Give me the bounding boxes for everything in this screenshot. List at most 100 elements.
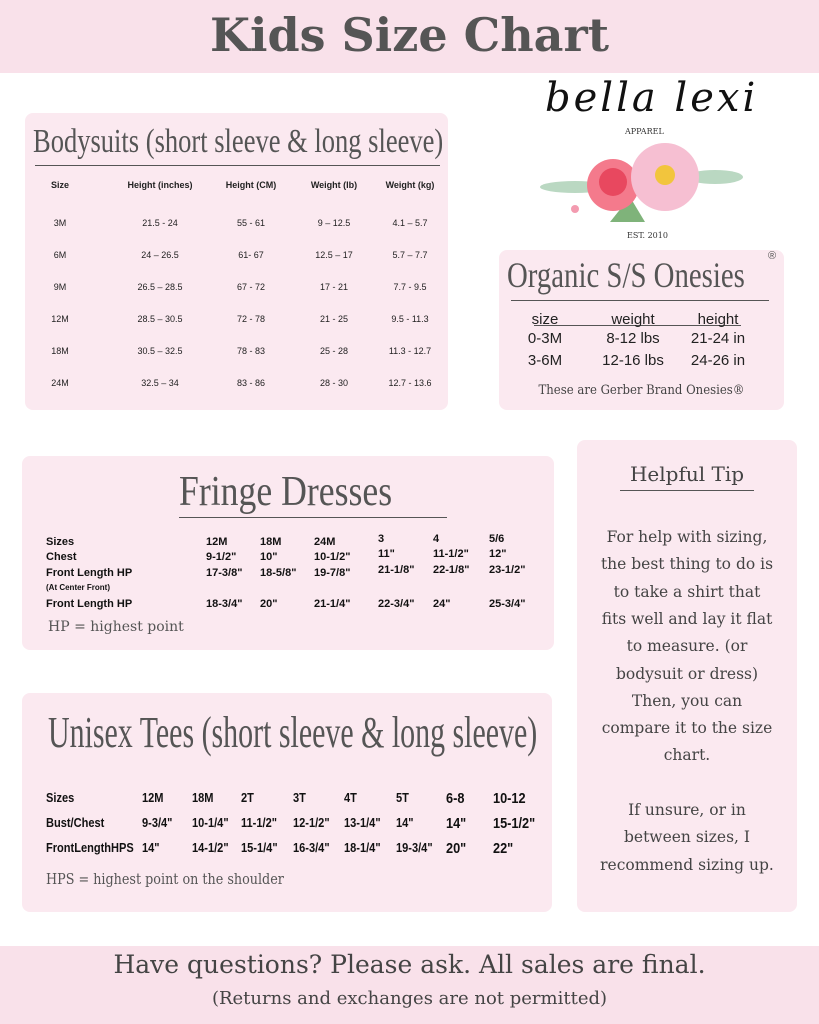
table-cell: 3-6M (527, 352, 563, 369)
table-cell: 11-1/2" (241, 815, 277, 830)
table-cell: 7.7 - 9.5 (393, 282, 427, 292)
table-cell: 9M (53, 282, 67, 292)
table-cell: 14" (446, 815, 467, 832)
column-header: Weight (kg) (385, 180, 435, 190)
table-cell: 21.5 - 24 (142, 218, 178, 228)
table-cell: 24-26 in (690, 352, 746, 369)
divider (35, 165, 440, 166)
organic-title: Organic S/S Onesies (507, 255, 745, 295)
tip-line: the best thing to do is (600, 555, 774, 574)
fringe-panel: Fringe Dresses Sizes 12M 18M 24M 3 4 5/6 Chest 9… (22, 456, 554, 650)
table-cell: 17 - 21 (319, 282, 349, 292)
table-cell: 14" (396, 815, 414, 830)
table-cell: 12.5 – 17 (315, 250, 353, 260)
table-cell: 25-3/4" (489, 598, 526, 610)
row-label: Sizes (46, 536, 75, 548)
table-cell: 78 - 83 (236, 346, 266, 356)
header-band: Kids Size Chart (0, 0, 819, 73)
tip-title: Helpful Tip (629, 462, 745, 486)
row-label: FrontLengthHPS (46, 840, 134, 855)
table-cell: 20" (260, 598, 278, 610)
table-cell: 9.5 - 11.3 (391, 314, 429, 324)
tip-line: bodysuit or dress) (615, 664, 759, 683)
table-cell: 21 - 25 (319, 314, 349, 324)
table-cell: 23-1/2" (489, 564, 526, 576)
table-cell: 12" (489, 548, 507, 560)
column-header: Height (CM) (225, 180, 277, 190)
table-cell: 9-3/4" (142, 815, 173, 830)
table-cell: 18-3/4" (206, 598, 243, 610)
footer-line1: Have questions? Please ask. All sales ar… (113, 950, 706, 979)
table-cell: 10" (260, 551, 278, 563)
table-cell: 24M (314, 536, 336, 548)
table-cell: 22-1/8" (433, 564, 470, 576)
table-cell: 3 (378, 533, 385, 545)
table-cell: 3M (53, 218, 67, 228)
row-label: Bust/Chest (46, 815, 105, 830)
table-cell: 10-1/2" (314, 551, 351, 563)
table-cell: 18-5/8" (260, 567, 297, 579)
table-cell: 4T (344, 790, 357, 805)
tip-line: to take a shirt that (613, 582, 761, 601)
table-cell: 25 - 28 (319, 346, 349, 356)
table-cell: 16-3/4" (293, 840, 330, 855)
table-cell: 13-1/4" (344, 815, 381, 830)
table-cell: 11.3 - 12.7 (388, 346, 432, 356)
table-cell: 83 - 86 (236, 378, 266, 388)
table-cell: 12M (51, 314, 69, 324)
divider (620, 490, 754, 491)
table-cell: 5T (396, 790, 409, 805)
tip-line: chart. (663, 746, 711, 765)
table-cell: 17-3/8" (206, 567, 243, 579)
header-underline (534, 325, 741, 326)
table-cell: 22" (493, 840, 514, 857)
column-header: weight (611, 311, 655, 328)
table-cell: 5.7 – 7.7 (392, 250, 428, 260)
page-title: Kids Size Chart (210, 8, 609, 62)
table-cell: 19-7/8" (314, 567, 351, 579)
table-cell: 21-1/8" (378, 564, 415, 576)
table-cell: 20" (446, 840, 467, 857)
footer-band: Have questions? Please ask. All sales ar… (0, 946, 819, 1024)
table-cell: 67 - 72 (236, 282, 266, 292)
table-cell: 21-1/4" (314, 598, 351, 610)
table-cell: 61- 67 (238, 250, 264, 260)
table-cell: 14" (142, 840, 160, 855)
table-cell: 0-3M (527, 330, 563, 347)
tip-line: compare it to the size (601, 719, 773, 738)
tees-title: Unisex Tees (short sleeve & long sleeve) (48, 708, 538, 757)
table-cell: 15-1/2" (493, 815, 536, 832)
tees-note: HPS = highest point on the shoulder (46, 870, 284, 888)
table-cell: 5/6 (489, 533, 505, 545)
table-cell: 3T (293, 790, 306, 805)
table-cell: 21-24 in (690, 330, 746, 347)
registered-mark: ® (768, 250, 777, 262)
row-label: Chest (46, 551, 77, 563)
row-label: (At Center Front) (46, 583, 110, 592)
table-cell: 10-1/4" (192, 815, 229, 830)
divider (511, 300, 769, 301)
table-cell: 14-1/2" (192, 840, 229, 855)
column-header: Size (50, 180, 70, 190)
organic-panel: Organic S/S Onesies ® size weight height 0-… (499, 250, 784, 410)
table-cell: 26.5 – 28.5 (137, 282, 183, 292)
row-label: Sizes (46, 790, 75, 805)
tip-line: fits well and lay it flat (601, 609, 773, 628)
table-cell: 24" (433, 598, 451, 610)
table-cell: 32.5 – 34 (141, 378, 179, 388)
organic-footer: These are Gerber Brand Onesies® (538, 383, 745, 398)
column-header: size (531, 311, 559, 328)
table-cell: 2T (241, 790, 254, 805)
fringe-title: Fringe Dresses (179, 469, 393, 515)
table-cell: 4.1 – 5.7 (392, 218, 428, 228)
table-cell: 18-1/4" (344, 840, 381, 855)
table-cell: 22-3/4" (378, 598, 415, 610)
tip-line: between sizes, I (623, 828, 751, 847)
tip-line: recommend sizing up. (600, 855, 774, 874)
table-cell: 6-8 (446, 790, 465, 807)
divider (179, 517, 447, 518)
fringe-note: HP = highest point (48, 619, 184, 635)
table-cell: 8-12 lbs (606, 330, 660, 347)
table-cell: 30.5 – 32.5 (137, 346, 183, 356)
tip-line: If unsure, or in (628, 801, 746, 819)
